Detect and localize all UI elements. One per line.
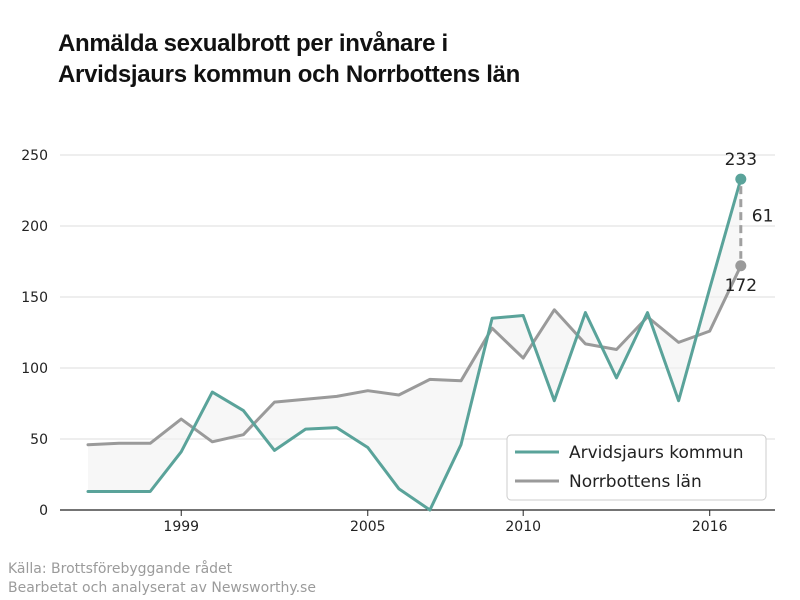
chart-title-line-1: Anmälda sexualbrott per invånare i bbox=[58, 30, 448, 57]
y-tick-label-50: 50 bbox=[30, 432, 48, 448]
source-note: Källa: Brottsförebyggande rådet Bearbeta… bbox=[8, 560, 316, 598]
legend-label-norrbottens-lan: Norrbottens län bbox=[569, 472, 702, 492]
chart-title: Anmälda sexualbrott per invånare i Arvid… bbox=[58, 28, 758, 90]
legend-box bbox=[506, 434, 767, 501]
source-line-2: Bearbetat och analyserat av Newsworthy.s… bbox=[8, 580, 316, 596]
y-tick-label-200: 200 bbox=[21, 219, 48, 235]
y-tick-label-150: 150 bbox=[21, 290, 48, 306]
x-tick-label-2010: 2010 bbox=[505, 519, 541, 535]
difference-area bbox=[88, 179, 741, 510]
difference-label: 61 bbox=[752, 206, 774, 226]
series-line-arvidsjaurs-kommun bbox=[86, 177, 743, 512]
y-tick-label-250: 250 bbox=[21, 148, 48, 164]
x-tick-label-1999: 1999 bbox=[163, 519, 199, 535]
last-point-norrbottens-lan bbox=[735, 260, 747, 272]
x-tick-label-2016: 2016 bbox=[692, 519, 728, 535]
last-value-label-arvidsjaurs-kommun: 233 bbox=[725, 150, 757, 170]
y-tick-label-0: 0 bbox=[39, 503, 48, 519]
legend-label-arvidsjaurs-kommun: Arvidsjaurs kommun bbox=[569, 443, 744, 463]
series-line-norrbottens-lan bbox=[86, 264, 743, 447]
last-point-arvidsjaurs-kommun bbox=[735, 173, 747, 185]
x-tick-label-2005: 2005 bbox=[350, 519, 386, 535]
source-line-1: Källa: Brottsförebyggande rådet bbox=[8, 561, 233, 577]
last-value-label-norrbottens-lan: 172 bbox=[725, 276, 757, 296]
chart-title-line-2: Arvidsjaurs kommun och Norrbottens län bbox=[58, 61, 521, 88]
y-tick-label-100: 100 bbox=[21, 361, 48, 377]
